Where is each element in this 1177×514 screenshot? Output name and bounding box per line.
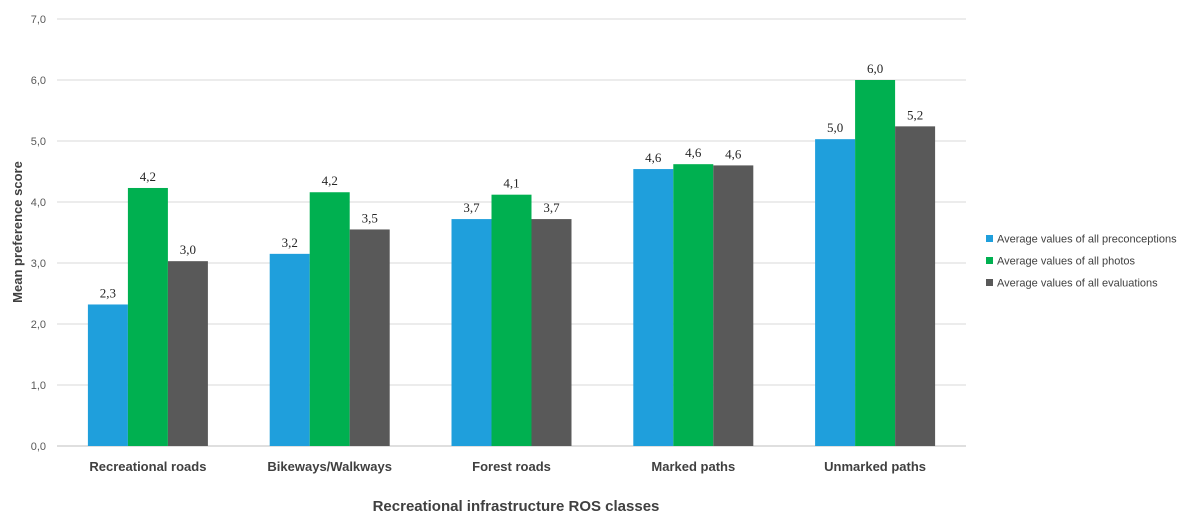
y-tick-label: 3,0 bbox=[31, 258, 46, 270]
data-labels: 2,3 4,2 3,0 3,2 4,2 3,5 3,7 4,1 3,7 4,6 4,6 4,6 5,0 6… bbox=[100, 61, 923, 300]
data-label: 4,2 bbox=[322, 173, 338, 188]
legend-label: Average values of all evaluations bbox=[997, 278, 1158, 290]
data-label: 4,6 bbox=[685, 145, 702, 160]
y-tick-label: 6,0 bbox=[31, 75, 46, 87]
y-tick-label: 4,0 bbox=[31, 197, 46, 209]
data-label: 5,2 bbox=[907, 107, 923, 122]
legend-swatch bbox=[986, 279, 993, 286]
x-tick-label: Unmarked paths bbox=[824, 459, 926, 474]
legend-swatch bbox=[986, 257, 993, 264]
legend-label: Average values of all photos bbox=[997, 256, 1135, 268]
bar bbox=[127, 187, 168, 446]
bar bbox=[531, 219, 572, 446]
data-label: 3,5 bbox=[362, 210, 378, 225]
y-tick-label: 1,0 bbox=[31, 380, 46, 392]
data-label: 5,0 bbox=[827, 120, 843, 135]
bar bbox=[451, 219, 492, 446]
x-axis-ticks: Recreational roads Bikeways/Walkways Fores… bbox=[89, 459, 926, 474]
legend-item: Average values of all evaluations bbox=[986, 278, 1158, 290]
x-axis-title: Recreational infrastructure ROS classes bbox=[373, 498, 660, 514]
legend-item: Average values of all photos bbox=[986, 256, 1135, 268]
x-tick-label: Forest roads bbox=[472, 459, 551, 474]
y-tick-label: 7,0 bbox=[31, 14, 46, 26]
legend-label: Average values of all preconceptions bbox=[997, 234, 1177, 246]
data-label: 3,0 bbox=[180, 242, 196, 257]
y-axis-title: Mean preference score bbox=[10, 161, 25, 303]
y-tick-label: 2,0 bbox=[31, 319, 46, 331]
legend-swatch bbox=[986, 235, 993, 242]
data-label: 4,1 bbox=[503, 176, 519, 191]
data-label: 4,2 bbox=[140, 169, 156, 184]
data-label: 3,7 bbox=[543, 200, 560, 215]
data-label: 4,6 bbox=[725, 146, 742, 161]
bar bbox=[713, 165, 754, 446]
y-tick-label: 0,0 bbox=[31, 441, 46, 453]
data-label: 6,0 bbox=[867, 61, 883, 76]
bars bbox=[87, 80, 936, 447]
bar bbox=[633, 169, 674, 446]
x-tick-label: Recreational roads bbox=[89, 459, 206, 474]
legend-item: Average values of all preconceptions bbox=[986, 234, 1177, 246]
bar bbox=[309, 192, 350, 446]
bar bbox=[349, 229, 390, 446]
bar bbox=[87, 304, 128, 446]
bar bbox=[167, 261, 208, 446]
bar bbox=[269, 253, 310, 446]
bar bbox=[855, 80, 896, 446]
bar bbox=[895, 126, 936, 447]
x-tick-label: Marked paths bbox=[651, 459, 735, 474]
legend: Average values of all preconceptions Aver… bbox=[986, 234, 1177, 290]
data-label: 4,6 bbox=[645, 150, 662, 165]
x-tick-label: Bikeways/Walkways bbox=[267, 459, 392, 474]
bar bbox=[491, 194, 532, 446]
bar bbox=[673, 164, 714, 446]
y-axis-ticks: 0,0 1,0 2,0 3,0 4,0 5,0 6,0 7,0 bbox=[31, 14, 46, 453]
data-label: 3,7 bbox=[463, 200, 480, 215]
data-label: 2,3 bbox=[100, 285, 116, 300]
data-label: 3,2 bbox=[282, 235, 298, 250]
bar bbox=[815, 139, 856, 447]
y-tick-label: 5,0 bbox=[31, 136, 46, 148]
